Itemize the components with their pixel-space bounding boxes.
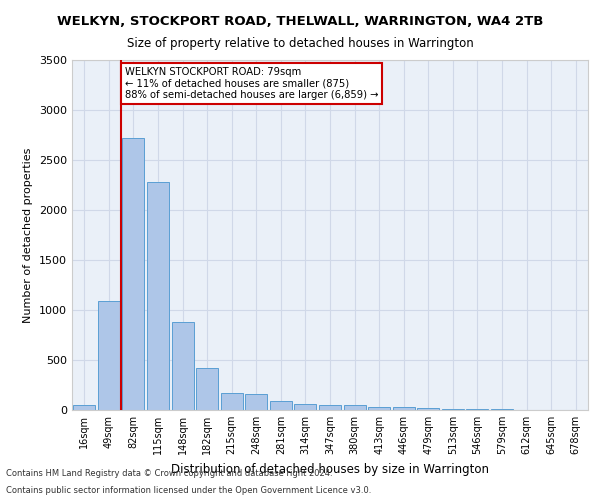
Bar [196,368,218,410]
Bar [122,138,145,410]
Bar [392,407,415,410]
Bar [344,405,365,410]
Bar [319,404,341,410]
Text: WELKYN STOCKPORT ROAD: 79sqm
← 11% of detached houses are smaller (875)
88% of s: WELKYN STOCKPORT ROAD: 79sqm ← 11% of de… [125,67,379,100]
Bar [368,406,390,410]
Bar [98,301,120,410]
Text: WELKYN, STOCKPORT ROAD, THELWALL, WARRINGTON, WA4 2TB: WELKYN, STOCKPORT ROAD, THELWALL, WARRIN… [57,15,543,28]
Bar [73,405,95,410]
Bar [442,408,464,410]
Text: Contains HM Land Registry data © Crown copyright and database right 2024.: Contains HM Land Registry data © Crown c… [6,468,332,477]
Text: Contains public sector information licensed under the Open Government Licence v3: Contains public sector information licen… [6,486,371,495]
Bar [417,408,439,410]
Bar [221,393,243,410]
Text: Size of property relative to detached houses in Warrington: Size of property relative to detached ho… [127,38,473,51]
X-axis label: Distribution of detached houses by size in Warrington: Distribution of detached houses by size … [171,462,489,475]
Bar [466,409,488,410]
Bar [172,322,194,410]
Y-axis label: Number of detached properties: Number of detached properties [23,148,34,322]
Bar [295,404,316,410]
Bar [147,182,169,410]
Bar [491,409,513,410]
Bar [270,400,292,410]
Bar [245,394,268,410]
